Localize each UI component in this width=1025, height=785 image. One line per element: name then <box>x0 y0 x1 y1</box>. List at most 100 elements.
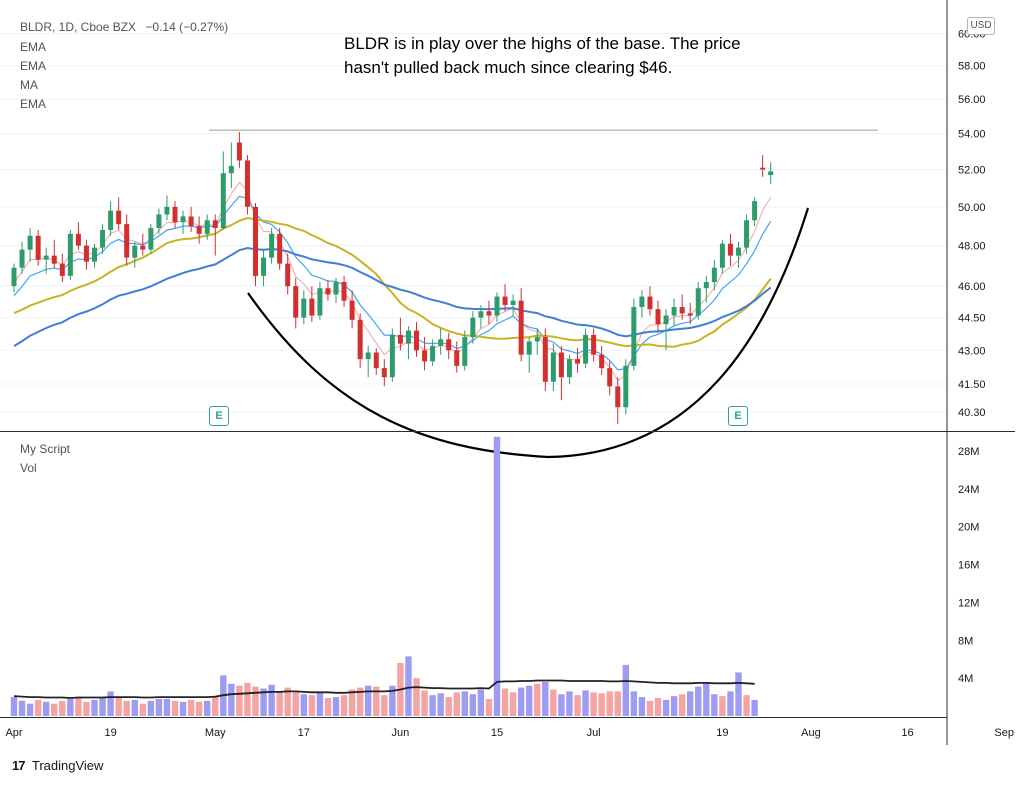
earnings-marker[interactable]: E <box>728 406 748 426</box>
volume-bar <box>228 683 235 716</box>
candle-body <box>414 330 419 351</box>
candle-body <box>591 334 597 355</box>
candle-body <box>719 243 725 268</box>
candle-body <box>671 307 677 316</box>
candle-body <box>599 354 605 369</box>
volume-bar <box>252 686 259 716</box>
volume-bar <box>18 700 26 716</box>
volume-bar <box>324 698 332 716</box>
indicator-ema-2[interactable]: EMA <box>20 59 47 73</box>
candle-body <box>655 309 661 325</box>
volume-bar <box>598 693 605 716</box>
volume-bar <box>687 691 694 716</box>
volume-average <box>13 679 755 699</box>
candle-body <box>148 228 154 250</box>
volume-bar <box>107 691 114 716</box>
candle-body <box>454 350 460 366</box>
volume-bar <box>614 691 621 716</box>
candle-body <box>172 206 178 223</box>
volume-bar <box>139 703 146 716</box>
candle-body <box>140 245 146 250</box>
candle-body <box>228 165 234 174</box>
candle-body <box>623 365 629 408</box>
volume-bar <box>743 695 750 716</box>
candle-body <box>615 386 621 408</box>
volume-bar <box>83 701 90 716</box>
candle-body <box>236 142 242 161</box>
volume-bar <box>244 682 251 716</box>
candle-body <box>727 243 733 256</box>
candle-body <box>389 334 395 378</box>
volume-bar <box>268 684 275 716</box>
volume-bar <box>590 692 597 716</box>
candle-body <box>695 288 701 316</box>
indicator-ema-1[interactable]: EMA <box>20 40 47 54</box>
volume-bar <box>115 697 122 716</box>
candle-body <box>116 210 122 225</box>
candle-body <box>132 245 138 258</box>
candle-body <box>607 368 613 387</box>
price-tick-label: 44.50 <box>958 313 986 325</box>
volume-bar <box>517 687 525 716</box>
indicator-ema-3[interactable]: EMA <box>20 97 47 111</box>
volume-bar <box>606 691 613 716</box>
volume-bar <box>413 678 420 716</box>
price-gridlines <box>0 32 947 413</box>
cup-pattern-curve <box>247 207 810 459</box>
currency-button[interactable]: USD <box>967 17 995 35</box>
volume-bar <box>67 698 74 716</box>
volume-bar <box>670 696 678 716</box>
candle-body <box>325 288 331 295</box>
candle-body <box>502 296 508 305</box>
volume-bar <box>550 689 557 716</box>
price-axis: 40.30 41.50 43.00 44.50 46.00 48.00 50.00 52.00… <box>958 28 986 418</box>
candle-body <box>518 300 524 355</box>
candle-body <box>542 337 548 382</box>
volume-bar <box>477 689 485 716</box>
candle-body <box>244 160 250 207</box>
volume-bar <box>622 664 629 716</box>
volume-bar <box>703 681 710 716</box>
volume-bar <box>501 688 509 716</box>
time-tick-label: May <box>205 727 226 739</box>
indicator-ma[interactable]: MA <box>20 78 38 92</box>
tradingview-logo[interactable]: 17 TradingView <box>12 758 103 773</box>
candle-body <box>156 214 162 229</box>
volume-axis: 4M 8M 12M 16M 20M 24M 28M <box>958 446 979 685</box>
candle-body <box>164 206 170 215</box>
candle-body <box>422 350 428 362</box>
volume-bar <box>646 700 654 716</box>
candle-body <box>446 339 452 351</box>
volume-bar <box>654 698 662 716</box>
logo-mark: 17 <box>12 758 26 773</box>
time-tick-label: 17 <box>298 727 310 739</box>
indicator-my-script[interactable]: My Script <box>20 442 71 456</box>
volume-bar <box>485 698 493 716</box>
candle-body <box>301 298 307 318</box>
candle-body <box>261 257 267 276</box>
candle-body <box>11 267 17 287</box>
volume-bar <box>204 700 211 716</box>
volume-bars <box>10 436 758 716</box>
symbol-legend[interactable]: BLDR, 1D, Cboe BZX −0.14 (−0.27%) <box>20 20 228 34</box>
earnings-marker[interactable]: E <box>209 406 229 426</box>
candle-body <box>75 233 81 246</box>
volume-bar <box>316 692 324 716</box>
volume-bar <box>493 436 501 716</box>
volume-bar <box>171 700 179 716</box>
candle-body <box>253 206 258 276</box>
volume-bar <box>373 686 380 716</box>
volume-bar <box>91 699 98 716</box>
candle-body <box>293 286 299 318</box>
indicator-volume[interactable]: Vol <box>20 461 37 475</box>
candle-body <box>566 359 572 378</box>
volume-bar <box>437 693 444 716</box>
candle-body <box>550 352 556 382</box>
volume-bar <box>284 687 291 716</box>
volume-bar <box>542 681 549 716</box>
candle-body <box>180 216 186 223</box>
price-tick-label: 52.00 <box>958 165 986 177</box>
price-tick-label: 58.00 <box>958 61 986 73</box>
candle-body <box>204 220 210 234</box>
volume-bar <box>582 690 589 716</box>
